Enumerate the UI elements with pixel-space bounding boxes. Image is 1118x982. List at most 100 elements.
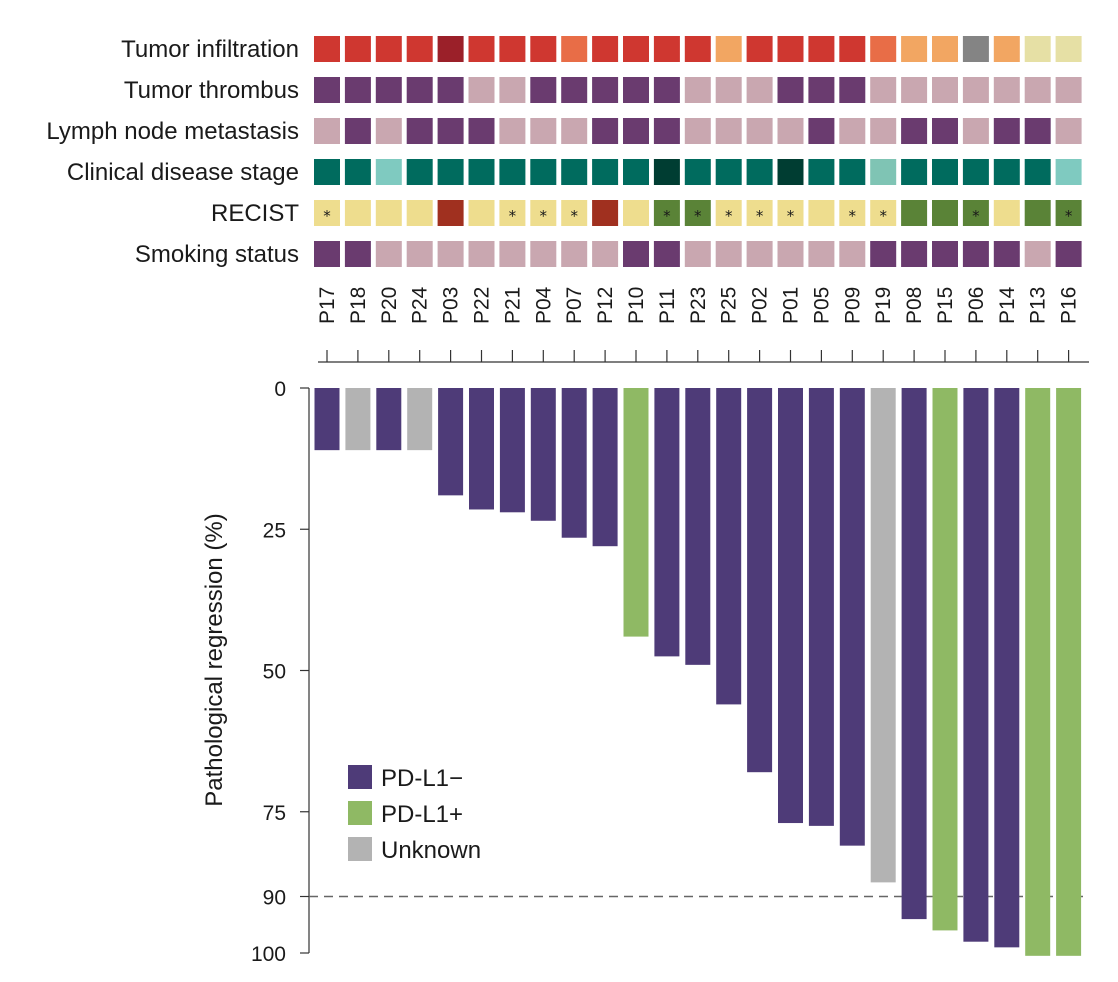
annotation-heatmap: Tumor infiltration Tumor thrombus Lymph no…: [46, 36, 1082, 268]
heatmap-cell: [777, 36, 804, 62]
heatmap-cell: [932, 241, 958, 267]
bar-P21: [499, 388, 525, 513]
heatmap-cell: [901, 159, 928, 185]
recist-star-marker: *: [1065, 207, 1073, 225]
heatmap-cell: [1024, 159, 1051, 185]
heatmap-cell: [993, 77, 1020, 103]
recist-star-marker: *: [540, 207, 548, 225]
y-tick-label: 0: [274, 378, 286, 401]
heatmap-cell: [592, 241, 619, 267]
patient-id-label: P24: [409, 286, 432, 324]
heatmap-cell: [561, 36, 588, 62]
heatmap-cell: [684, 118, 711, 144]
bar-P11: [654, 388, 680, 657]
patient-id-label: P16: [1058, 287, 1081, 324]
heatmap-cell: [468, 241, 495, 267]
heatmap-cell: [1055, 118, 1082, 144]
recist-star-marker: *: [972, 207, 980, 225]
patient-id-label: P22: [471, 287, 494, 324]
patient-id-label: P20: [378, 287, 401, 324]
patient-id-label: P25: [718, 287, 741, 324]
bar-P01: [778, 388, 803, 824]
heatmap-row-label: Tumor thrombus: [124, 77, 299, 104]
recist-star-marker: *: [570, 207, 578, 225]
heatmap-cell: [375, 200, 402, 226]
heatmap-cell: [932, 118, 958, 144]
patient-id-label: P13: [1027, 287, 1050, 324]
recist-star-marker: *: [694, 207, 702, 225]
chart-axes: 0 25 50 75 90 100 Pathological regression (%): [201, 350, 1089, 966]
bar-P16: [1056, 388, 1082, 956]
heatmap-cell: [406, 241, 433, 267]
legend-label: Unknown: [381, 837, 481, 864]
heatmap-cell: [653, 36, 680, 62]
recist-star-marker: *: [509, 207, 517, 225]
patient-id-label: P15: [934, 287, 957, 324]
heatmap-cell: [653, 241, 680, 267]
heatmap-cell: [530, 200, 557, 226]
heatmap-cell: [808, 159, 835, 185]
heatmap-cell: [1024, 200, 1051, 226]
heatmap-cell: [993, 36, 1020, 62]
bar-P10: [623, 388, 649, 637]
heatmap-cell: [344, 77, 371, 103]
patient-id-label: P02: [749, 287, 772, 324]
heatmap-cell: [437, 77, 464, 103]
heatmap-cell: [808, 77, 835, 103]
heatmap-cell: [499, 118, 526, 144]
heatmap-cell: [499, 200, 526, 226]
heatmap-cell: [808, 36, 835, 62]
bar-P05: [808, 388, 834, 826]
heatmap-cell: [684, 77, 711, 103]
heatmap-cell: [468, 36, 495, 62]
heatmap-cell: [530, 118, 557, 144]
heatmap-cell: [561, 159, 588, 185]
heatmap-cell: [314, 77, 340, 103]
heatmap-cell: [375, 36, 402, 62]
heatmap-cell: [406, 36, 433, 62]
bar-P12: [592, 388, 618, 547]
heatmap-cell: [623, 241, 649, 267]
heatmap-cell: [993, 241, 1020, 267]
patient-id-label: P04: [532, 286, 555, 324]
heatmap-cell: [437, 200, 464, 226]
heatmap-cell: [901, 241, 928, 267]
heatmap-cell: [437, 118, 464, 144]
heatmap-cell: [777, 241, 804, 267]
heatmap-cell: [623, 118, 649, 144]
heatmap-row-label: Lymph node metastasis: [46, 118, 299, 145]
heatmap-cell: [932, 36, 958, 62]
heatmap-cell: [1055, 36, 1082, 62]
bar-P08: [901, 388, 927, 920]
heatmap-cell: [406, 200, 433, 226]
heatmap-cell: [561, 241, 588, 267]
heatmap-cell: [623, 200, 649, 226]
heatmap-cell: [1024, 77, 1051, 103]
heatmap-cell: [530, 241, 557, 267]
heatmap-cell: [530, 36, 557, 62]
heatmap-cell: [839, 159, 866, 185]
legend-swatch: [348, 801, 372, 825]
y-tick-label: 75: [263, 802, 286, 825]
heatmap-cell: [746, 241, 773, 267]
heatmap-cell: [499, 36, 526, 62]
y-tick-label: 90: [263, 887, 286, 910]
y-tick-label: 50: [263, 661, 286, 684]
patient-id-label: P05: [810, 287, 833, 324]
bar-P06: [963, 388, 989, 942]
heatmap-cell: [901, 77, 928, 103]
heatmap-cell: [746, 36, 773, 62]
heatmap-cell: [777, 200, 804, 226]
heatmap-cell: [468, 200, 495, 226]
heatmap-cell: [962, 77, 989, 103]
patient-id-label: P07: [563, 287, 586, 324]
heatmap-cell: [684, 159, 711, 185]
heatmap-cell: [437, 36, 464, 62]
bar-P17: [314, 388, 340, 451]
heatmap-cell: [468, 77, 495, 103]
bar-P07: [561, 388, 587, 538]
heatmap-cell: [1055, 200, 1082, 226]
heatmap-cell: [437, 241, 464, 267]
heatmap-cell: [715, 241, 742, 267]
